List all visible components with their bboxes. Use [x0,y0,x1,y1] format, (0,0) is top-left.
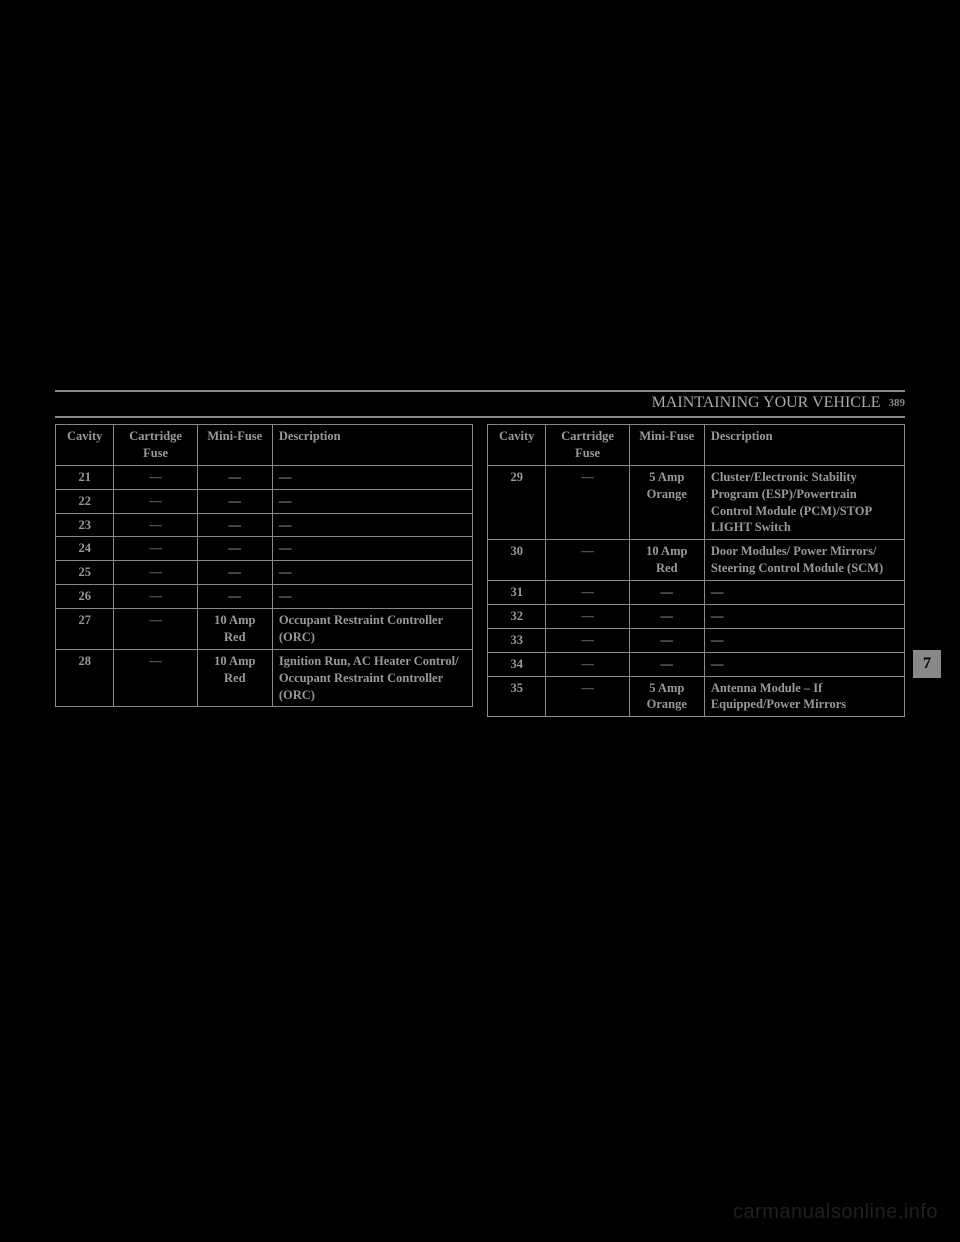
fuse-tables: Cavity Cartridge Fuse Mini-Fuse Descript… [55,416,905,717]
table-row: 22——— [56,489,473,513]
fuse-table-right: Cavity Cartridge Fuse Mini-Fuse Descript… [487,424,905,717]
table-row: 23——— [56,513,473,537]
cell-cavity: 30 [488,540,546,581]
cell-description: — [704,652,904,676]
cell-mini: — [629,652,704,676]
cell-mini: 10 Amp Red [629,540,704,581]
cell-cavity: 35 [488,676,546,717]
cell-cartridge: — [546,581,629,605]
cell-mini: — [629,628,704,652]
col-cavity: Cavity [56,425,114,466]
cell-mini: — [197,561,272,585]
section-title: MAINTAINING YOUR VEHICLE [652,394,881,412]
table-row: 29—5 Amp OrangeCluster/Electronic Stabil… [488,465,905,540]
cell-cartridge: — [114,537,197,561]
cell-description: — [272,537,472,561]
cell-cavity: 33 [488,628,546,652]
cell-description: — [272,585,472,609]
page-header: MAINTAINING YOUR VEHICLE 389 [55,390,905,412]
table-row: 33——— [488,628,905,652]
cell-description: — [272,489,472,513]
table-row: 28—10 Amp RedIgnition Run, AC Heater Con… [56,649,473,707]
cell-description: — [704,581,904,605]
watermark: carmanualsonline.info [733,1201,938,1224]
page-number: 389 [889,397,906,409]
cell-cavity: 24 [56,537,114,561]
cell-description: Occupant Restraint Controller (ORC) [272,609,472,650]
cell-mini: 5 Amp Orange [629,676,704,717]
cell-mini: — [197,489,272,513]
table-row: 21——— [56,465,473,489]
table-row: 32——— [488,604,905,628]
cell-cavity: 26 [56,585,114,609]
cell-cavity: 22 [56,489,114,513]
cell-cartridge: — [546,604,629,628]
col-description: Description [704,425,904,466]
cell-cartridge: — [546,540,629,581]
cell-cavity: 27 [56,609,114,650]
table-row: 34——— [488,652,905,676]
right-table-body: 29—5 Amp OrangeCluster/Electronic Stabil… [488,465,905,717]
cell-mini: — [197,537,272,561]
cell-cartridge: — [546,652,629,676]
cell-cavity: 28 [56,649,114,707]
cell-mini: 10 Amp Red [197,609,272,650]
col-mini: Mini-Fuse [197,425,272,466]
cell-cavity: 32 [488,604,546,628]
cell-mini: — [197,513,272,537]
left-table-body: 21———22———23———24———25———26———27—10 Amp … [56,465,473,707]
cell-cavity: 34 [488,652,546,676]
cell-description: Door Modules/ Power Mirrors/ Steering Co… [704,540,904,581]
fuse-table-left: Cavity Cartridge Fuse Mini-Fuse Descript… [55,424,473,707]
table-row: 35—5 Amp OrangeAntenna Module – If Equip… [488,676,905,717]
table-row: 24——— [56,537,473,561]
cell-cartridge: — [114,609,197,650]
cell-mini: — [197,585,272,609]
cell-cartridge: — [114,513,197,537]
cell-cartridge: — [114,649,197,707]
col-cartridge: Cartridge Fuse [546,425,629,466]
col-description: Description [272,425,472,466]
cell-cartridge: — [546,676,629,717]
cell-description: — [272,513,472,537]
cell-cartridge: — [114,585,197,609]
cell-cartridge: — [546,465,629,540]
col-cavity: Cavity [488,425,546,466]
cell-description: — [272,561,472,585]
cell-cavity: 25 [56,561,114,585]
table-row: 26——— [56,585,473,609]
col-mini: Mini-Fuse [629,425,704,466]
left-column: Cavity Cartridge Fuse Mini-Fuse Descript… [55,424,473,717]
cell-cartridge: — [114,489,197,513]
cell-cavity: 23 [56,513,114,537]
cell-description: Antenna Module – If Equipped/Power Mirro… [704,676,904,717]
cell-mini: — [629,604,704,628]
col-cartridge: Cartridge Fuse [114,425,197,466]
table-row: 30—10 Amp RedDoor Modules/ Power Mirrors… [488,540,905,581]
chapter-tab: 7 [913,650,941,678]
cell-mini: 10 Amp Red [197,649,272,707]
cell-mini: 5 Amp Orange [629,465,704,540]
cell-cartridge: — [114,561,197,585]
cell-description: — [704,604,904,628]
cell-cavity: 29 [488,465,546,540]
cell-mini: — [629,581,704,605]
cell-description: Ignition Run, AC Heater Control/ Occupan… [272,649,472,707]
cell-description: — [704,628,904,652]
table-row: 27—10 Amp RedOccupant Restraint Controll… [56,609,473,650]
cell-description: Cluster/Electronic Stability Program (ES… [704,465,904,540]
right-column: Cavity Cartridge Fuse Mini-Fuse Descript… [487,424,905,717]
cell-cavity: 31 [488,581,546,605]
manual-page: MAINTAINING YOUR VEHICLE 389 Cavity Cart… [55,390,905,717]
table-row: 31——— [488,581,905,605]
cell-description: — [272,465,472,489]
cell-cavity: 21 [56,465,114,489]
cell-cartridge: — [546,628,629,652]
cell-mini: — [197,465,272,489]
table-row: 25——— [56,561,473,585]
cell-cartridge: — [114,465,197,489]
